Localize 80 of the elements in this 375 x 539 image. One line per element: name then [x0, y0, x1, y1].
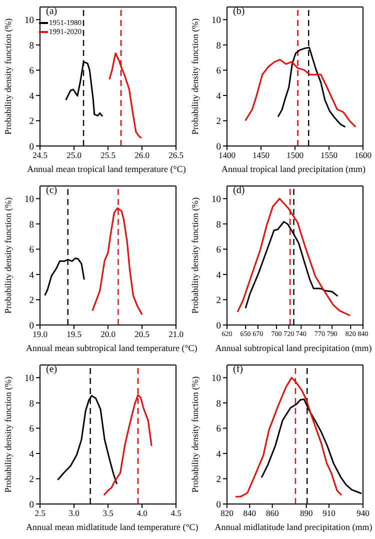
y-axis-title: Probability density function (%)	[190, 197, 200, 314]
annotation: (e)	[46, 364, 58, 375]
x-tick-label: 1550	[320, 150, 338, 160]
x-axis-title: Annual mean midlatitude land temperature (°C)	[26, 522, 198, 532]
y-tick-label: 2	[216, 296, 222, 306]
y-tick-label: 10	[24, 374, 34, 384]
x-tick-label: 19.5	[66, 329, 82, 340]
y-tick-label: 4	[216, 450, 222, 460]
y-tick-label: 8	[29, 41, 34, 52]
y-tick-label: 0	[216, 142, 222, 152]
y-axis-title: Probability density function (%)	[3, 376, 14, 493]
x-axis-title: Annual mean subtropical land temperature (°C)	[26, 343, 198, 353]
y-tick-label: 6	[216, 66, 222, 77]
annotation: (b)	[233, 6, 245, 17]
y-tick-label: 10	[212, 16, 222, 26]
x-tick-label: 26.0	[134, 150, 150, 160]
annotation: (d)	[233, 185, 245, 196]
x-axis-title: Annual mean tropical land temperature (°C)	[26, 164, 187, 174]
x-tick-label: 840	[243, 508, 256, 518]
x-tick-label: 910	[322, 508, 336, 518]
y-tick-label: 4	[29, 92, 34, 102]
y-tick-label: 2	[216, 117, 222, 128]
y-tick-label: 8	[216, 220, 222, 230]
y-tick-label: 4	[216, 270, 222, 281]
x-tick-label: 2.5	[34, 508, 46, 518]
y-tick-label: 6	[29, 424, 34, 435]
x-tick-label: 20.0	[100, 329, 116, 340]
y-tick-label: 8	[29, 220, 34, 230]
y-tick-label: 10	[24, 16, 34, 26]
y-tick-label: 4	[216, 92, 222, 102]
y-tick-label: 2	[29, 475, 34, 486]
x-tick-label: 25.5	[100, 150, 116, 160]
x-axis-title: Annual tropical land precipitation (mm)	[220, 164, 366, 174]
y-tick-label: 10	[212, 195, 222, 206]
y-tick-label: 4	[29, 270, 34, 281]
annotation: (a)	[46, 6, 58, 17]
y-tick-label: 0	[29, 321, 34, 332]
x-tick-label: 25.0	[66, 150, 82, 160]
y-axis-title: Probability density function (%)	[3, 197, 14, 314]
x-axis-title: Annual subtropical land precipitation (mm)	[214, 343, 373, 353]
y-axis-title: Probability density function (%)	[190, 376, 200, 493]
x-tick-label: 21.0	[168, 329, 184, 340]
x-tick-label: 820	[220, 508, 234, 518]
x-tick-label: 26.5	[168, 150, 184, 160]
y-axis-title: Probability density function (%)	[190, 18, 200, 135]
y-tick-label: 0	[29, 142, 34, 152]
x-tick-label: 940	[356, 508, 370, 518]
x-tick-label: 4.0	[136, 508, 148, 518]
x-tick-label: 20.5	[134, 329, 150, 340]
y-tick-label: 10	[212, 374, 222, 384]
y-tick-label: 2	[216, 475, 222, 486]
x-tick-label: 890	[300, 508, 313, 518]
annotation: (f)	[233, 364, 243, 375]
x-tick-label: 4.5	[170, 508, 182, 518]
x-tick-label: 1600	[354, 150, 372, 160]
x-tick-label: 3.0	[68, 508, 80, 518]
y-tick-label: 0	[29, 500, 34, 510]
y-tick-label: 2	[29, 296, 34, 306]
y-tick-label: 6	[216, 246, 222, 256]
y-tick-label: 6	[29, 246, 34, 256]
x-tick-label: 19.0	[32, 329, 48, 340]
y-tick-label: 0	[216, 500, 222, 510]
y-tick-label: 2	[29, 117, 34, 128]
y-tick-label: 8	[216, 41, 222, 52]
x-axis-title: Annual midlatitude land precipitation (mm)	[214, 522, 374, 532]
x-tick-label: 24.5	[32, 150, 48, 160]
y-tick-label: 10	[24, 195, 34, 206]
y-tick-label: 4	[29, 450, 34, 460]
y-tick-label: 6	[216, 424, 222, 435]
x-tick-label: 1400	[218, 150, 236, 160]
x-tick-label: 1500	[286, 150, 304, 160]
y-tick-label: 6	[29, 66, 34, 77]
x-tick-label: 860	[266, 508, 279, 518]
annotation: (c)	[46, 185, 58, 196]
y-tick-label: 8	[29, 399, 34, 410]
x-tick-label: 1450	[252, 150, 270, 160]
y-tick-label: 0	[216, 321, 222, 332]
x-tick-label: 3.5	[102, 508, 114, 518]
y-tick-label: 8	[216, 399, 222, 410]
y-axis-title: Probability density function (%)	[3, 18, 14, 135]
